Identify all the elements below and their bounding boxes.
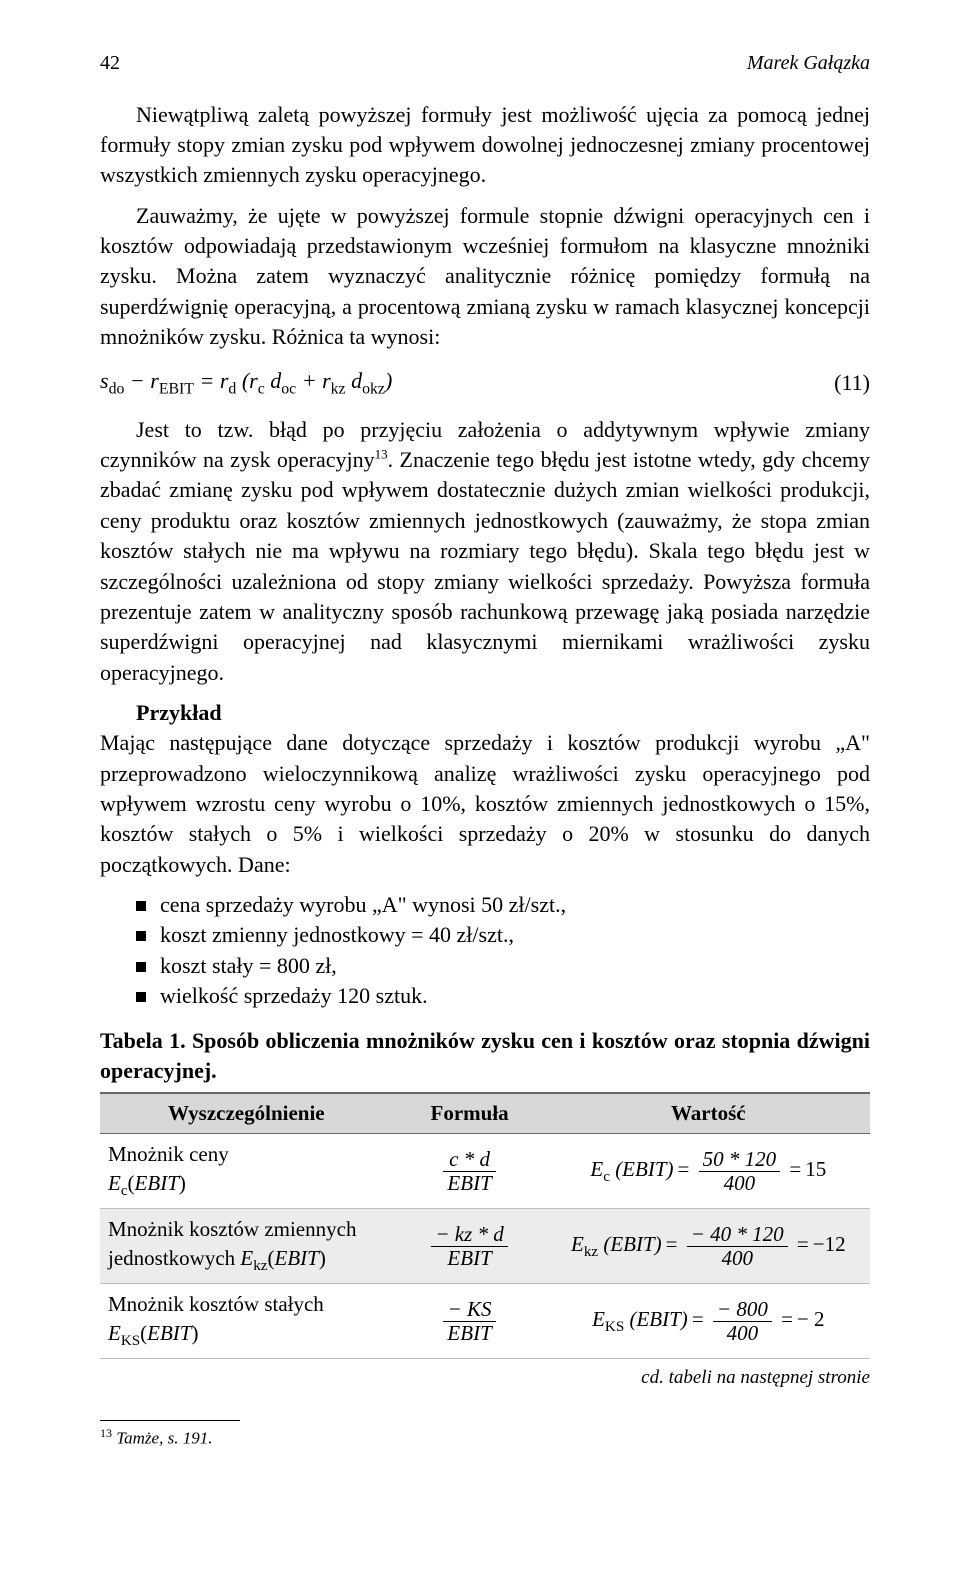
- row-label-sub: jednostkowych: [108, 1246, 240, 1270]
- col-header: Wyszczególnienie: [100, 1093, 393, 1133]
- list-item: koszt stały = 800 zł,: [100, 951, 870, 981]
- list-item: koszt zmienny jednostkowy = 40 zł/szt.,: [100, 920, 870, 950]
- paragraph-intro-1: Niewątpliwą zaletą powyższej formuły jes…: [100, 100, 870, 191]
- row-label-main: Mnożnik ceny: [108, 1142, 229, 1166]
- frac-num: 50 * 120: [699, 1148, 781, 1172]
- row-value: Ekz (EBIT)= − 40 * 120 400 =−12: [547, 1209, 870, 1284]
- page-number: 42: [100, 50, 120, 78]
- frac-num: − KS: [443, 1298, 495, 1322]
- row-label: Mnożnik ceny Ec(EBIT): [100, 1134, 393, 1209]
- frac-num: − kz * d: [431, 1223, 507, 1247]
- example-block: Przykład Mając następujące dane dotycząc…: [100, 698, 870, 880]
- list-item: wielkość sprzedaży 120 sztuk.: [100, 981, 870, 1011]
- frac-den: 400: [687, 1247, 788, 1270]
- multipliers-table: Wyszczególnienie Formuła Wartość Mnożnik…: [100, 1092, 870, 1359]
- result-value: − 2: [797, 1307, 825, 1331]
- paragraph-intro-2: Zauważmy, że ujęte w powyższej formule s…: [100, 201, 870, 353]
- frac-num: c * d: [443, 1148, 495, 1172]
- example-heading: Przykład: [136, 700, 222, 725]
- list-item: cena sprzedaży wyrobu „A" wynosi 50 zł/s…: [100, 890, 870, 920]
- row-label-main: Mnożnik kosztów stałych: [108, 1292, 324, 1316]
- frac-num: − 40 * 120: [687, 1223, 788, 1247]
- row-value: EKS (EBIT)= − 800 400 =− 2: [547, 1284, 870, 1359]
- row-formula: − kz * d EBIT: [393, 1209, 547, 1284]
- table-row: Mnożnik kosztów zmiennych jednostkowych …: [100, 1209, 870, 1284]
- row-label: Mnożnik kosztów stałych EKS(EBIT): [100, 1284, 393, 1359]
- row-label-main: Mnożnik kosztów zmiennych: [108, 1217, 356, 1241]
- equation-11-number: (11): [834, 368, 870, 398]
- frac-den: 400: [713, 1322, 772, 1345]
- table-caption: Tabela 1. Sposób obliczenia mnożników zy…: [100, 1026, 870, 1087]
- table-row: Mnożnik kosztów stałych EKS(EBIT) − KS E…: [100, 1284, 870, 1359]
- result-value: 15: [805, 1157, 826, 1181]
- col-header: Formuła: [393, 1093, 547, 1133]
- table-row: Mnożnik ceny Ec(EBIT) c * d EBIT Ec (EBI…: [100, 1134, 870, 1209]
- frac-den: 400: [699, 1172, 781, 1195]
- table-header-row: Wyszczególnienie Formuła Wartość: [100, 1093, 870, 1133]
- row-value: Ec (EBIT)= 50 * 120 400 =15: [547, 1134, 870, 1209]
- frac-den: EBIT: [431, 1247, 507, 1270]
- footnote-rule: [100, 1420, 240, 1421]
- equation-11: sdo − rEBIT = rd (rc doc + rkz dokz) (11…: [100, 366, 870, 400]
- row-formula: c * d EBIT: [393, 1134, 547, 1209]
- table-continuation-note: cd. tabeli na następnej stronie: [100, 1365, 870, 1391]
- frac-den: EBIT: [443, 1172, 495, 1195]
- result-value: −12: [813, 1232, 846, 1256]
- paragraph-explain: Jest to tzw. błąd po przyjęciu założenia…: [100, 415, 870, 688]
- example-body: Mając następujące dane dotyczące sprzeda…: [100, 730, 870, 876]
- frac-num: − 800: [713, 1298, 772, 1322]
- col-header: Wartość: [547, 1093, 870, 1133]
- data-bullet-list: cena sprzedaży wyrobu „A" wynosi 50 zł/s…: [100, 890, 870, 1011]
- running-header: 42 Marek Gałązka: [100, 50, 870, 78]
- row-label: Mnożnik kosztów zmiennych jednostkowych …: [100, 1209, 393, 1284]
- equation-11-body: sdo − rEBIT = rd (rc doc + rkz dokz): [100, 366, 392, 400]
- row-formula: − KS EBIT: [393, 1284, 547, 1359]
- author-name: Marek Gałązka: [747, 50, 870, 78]
- footnote-number: 13: [100, 1426, 112, 1440]
- footnote-13: 13 Tamże, s. 191.: [100, 1425, 870, 1450]
- frac-den: EBIT: [443, 1322, 495, 1345]
- footnote-ref-13: 13: [375, 447, 388, 462]
- paragraph-explain-b: . Znaczenie tego błędu jest istotne wted…: [100, 447, 870, 685]
- footnote-text: Tamże, s. 191.: [112, 1428, 212, 1447]
